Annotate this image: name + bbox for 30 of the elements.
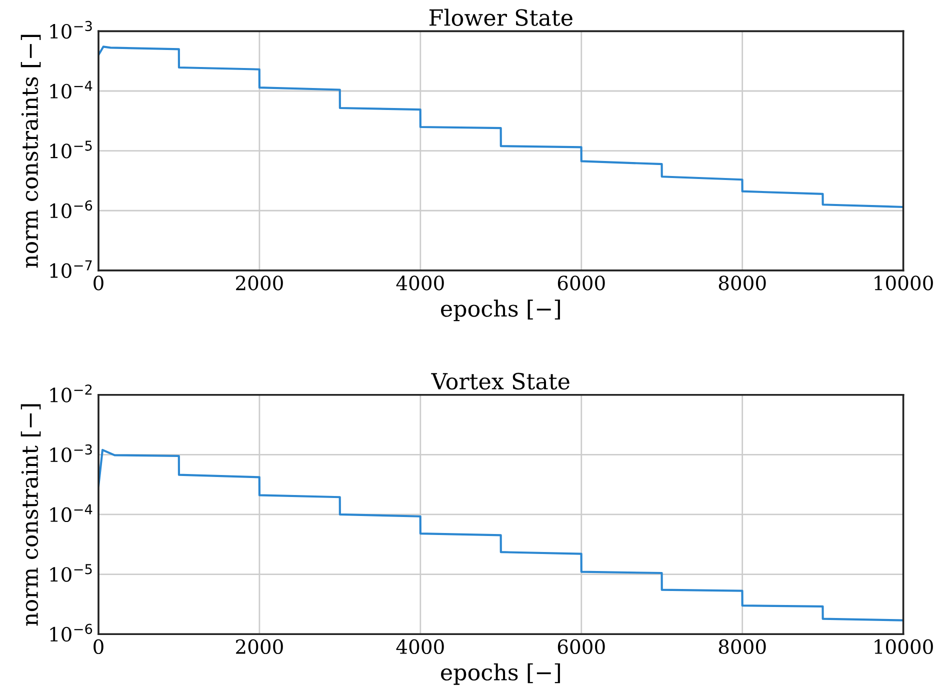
y-tick-label: 10$^{−2}$ — [50, 384, 92, 402]
x-tick-label: 0 — [94, 276, 104, 290]
x-axis-title: epochs [−] — [441, 663, 560, 685]
x-tick-label: 8000 — [718, 276, 766, 290]
chart-title: Flower State — [429, 8, 572, 26]
x-tick-label: 4000 — [396, 639, 444, 654]
x-tick-label: 10000 — [874, 276, 933, 290]
y-tick-label: 10$^{−6}$ — [50, 624, 92, 642]
y-tick-label: 10$^{−5}$ — [50, 564, 92, 582]
y-tick-label: 10$^{−7}$ — [50, 260, 92, 278]
y-tick-label: 10$^{−3}$ — [50, 20, 92, 39]
x-tick-label: 4000 — [396, 276, 444, 290]
y-axis-title: norm constraint [−] — [20, 404, 41, 626]
x-tick-label: 6000 — [558, 276, 605, 290]
y-tick-label: 10$^{−4}$ — [50, 504, 92, 522]
x-tick-label: 0 — [94, 639, 104, 654]
x-tick-label: 6000 — [558, 639, 605, 654]
x-tick-label: 2000 — [236, 276, 283, 290]
y-tick-label: 10$^{−4}$ — [50, 80, 92, 99]
x-axis-title: epochs [−] — [441, 300, 560, 322]
y-axis-title: norm constraints [−] — [20, 34, 41, 268]
x-tick-label: 8000 — [718, 639, 766, 654]
y-tick-label: 10$^{−5}$ — [50, 140, 92, 158]
x-tick-label: 10000 — [874, 639, 933, 654]
chart-title: Vortex State — [431, 372, 570, 390]
x-tick-label: 2000 — [236, 639, 283, 654]
y-tick-label: 10$^{−6}$ — [50, 200, 92, 218]
line-series — [98, 46, 904, 208]
y-tick-label: 10$^{−3}$ — [50, 444, 92, 462]
line-series — [98, 448, 904, 622]
